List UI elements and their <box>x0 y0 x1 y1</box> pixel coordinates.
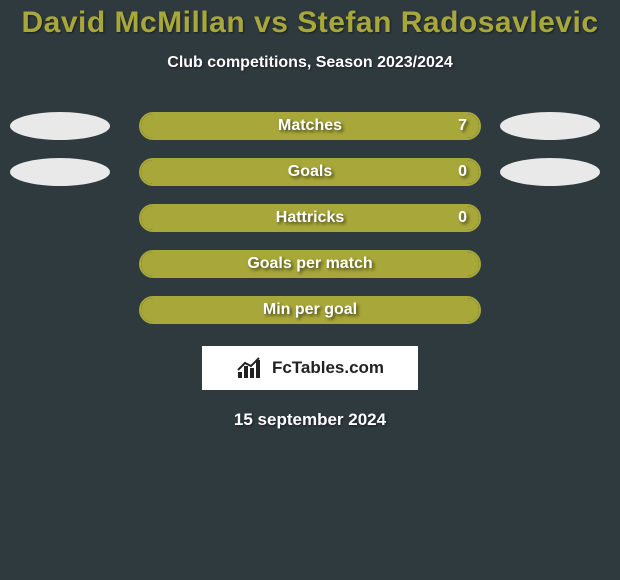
stat-row: Goals per match <box>0 250 620 278</box>
stat-bar: Hattricks 0 <box>139 204 481 232</box>
stat-row: Matches 7 <box>0 112 620 140</box>
stat-value: 0 <box>458 209 467 227</box>
stat-bar: Matches 7 <box>139 112 481 140</box>
source-badge: FcTables.com <box>202 346 418 390</box>
stat-row: Goals 0 <box>0 158 620 186</box>
player-right-photo <box>500 158 600 186</box>
stat-row: Hattricks 0 <box>0 204 620 232</box>
stat-bar: Goals 0 <box>139 158 481 186</box>
player-right-photo <box>500 112 600 140</box>
stat-label: Matches <box>278 117 342 135</box>
stat-label: Min per goal <box>263 301 357 319</box>
stat-value: 7 <box>458 117 467 135</box>
date-label: 15 september 2024 <box>0 410 620 430</box>
stat-value: 0 <box>458 163 467 181</box>
player-left-photo <box>10 112 110 140</box>
stat-label: Goals <box>288 163 332 181</box>
stat-row: Min per goal <box>0 296 620 324</box>
stat-bar: Goals per match <box>139 250 481 278</box>
stat-bar: Min per goal <box>139 296 481 324</box>
stat-label: Hattricks <box>276 209 344 227</box>
fctables-icon <box>236 356 266 380</box>
page-title: David McMillan vs Stefan Radosavlevic <box>0 6 620 40</box>
stat-rows: Matches 7 Goals 0 Hattricks 0 Goals per match M… <box>0 112 620 324</box>
source-badge-text: FcTables.com <box>272 358 384 378</box>
comparison-infographic: David McMillan vs Stefan Radosavlevic Cl… <box>0 0 620 580</box>
page-subtitle: Club competitions, Season 2023/2024 <box>0 54 620 72</box>
player-left-photo <box>10 158 110 186</box>
stat-label: Goals per match <box>247 255 372 273</box>
